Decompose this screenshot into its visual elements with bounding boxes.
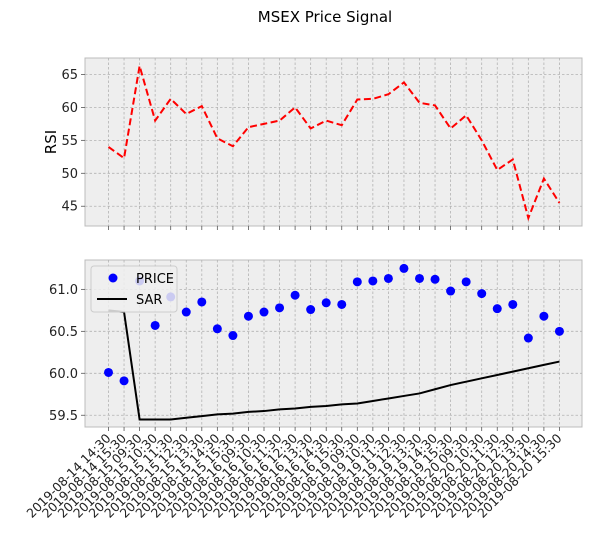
sar-series-line bbox=[108, 309, 560, 421]
price-point bbox=[228, 331, 238, 341]
price-point bbox=[399, 263, 409, 273]
legend-sar-label: SAR bbox=[136, 293, 162, 308]
price-point bbox=[368, 276, 378, 286]
price-point bbox=[104, 367, 113, 377]
rsi-x-gridlines bbox=[108, 58, 560, 226]
price-point bbox=[430, 274, 440, 284]
y-tick-label: 60.5 bbox=[49, 325, 78, 340]
price-point bbox=[321, 298, 331, 308]
price-point bbox=[461, 277, 471, 287]
price-point bbox=[119, 376, 129, 386]
price-point bbox=[352, 277, 362, 287]
price-point bbox=[492, 304, 502, 314]
legend-price-marker bbox=[108, 273, 118, 283]
price-point bbox=[290, 290, 300, 300]
price-point bbox=[212, 324, 222, 334]
y-tick-label: 55 bbox=[61, 134, 78, 149]
rsi-panel: 45 50 55 60 65 RSI bbox=[42, 57, 583, 230]
price-point bbox=[150, 320, 160, 330]
price-y-ticks: 59.5 60.0 60.5 61.0 bbox=[49, 283, 85, 424]
y-tick-label: 45 bbox=[61, 200, 78, 215]
price-point bbox=[508, 299, 518, 309]
price-point bbox=[181, 307, 191, 317]
price-point bbox=[446, 286, 456, 296]
y-tick-label: 60.0 bbox=[49, 367, 78, 382]
price-point bbox=[523, 333, 533, 343]
price-point bbox=[243, 311, 253, 321]
rsi-y-ticks: 45 50 55 60 65 bbox=[61, 68, 85, 215]
price-point bbox=[306, 305, 316, 315]
price-panel: 59.5 60.0 60.5 61.0 2019-08-14 14:302019-08… bbox=[23, 259, 583, 521]
price-point bbox=[275, 303, 285, 313]
price-point bbox=[383, 273, 393, 283]
price-point bbox=[554, 326, 564, 336]
price-series-points bbox=[104, 263, 564, 386]
price-point bbox=[197, 297, 207, 307]
y-tick-label: 50 bbox=[61, 167, 78, 182]
rsi-y-axis-label: RSI bbox=[42, 130, 60, 154]
legend: PRICE SAR bbox=[90, 265, 178, 313]
rsi-series-line bbox=[107, 65, 561, 222]
rsi-x-ticks bbox=[108, 226, 560, 230]
price-point bbox=[415, 273, 424, 283]
y-tick-label: 59.5 bbox=[49, 409, 78, 424]
y-tick-label: 61.0 bbox=[49, 283, 78, 298]
y-tick-label: 65 bbox=[61, 68, 78, 83]
rsi-y-gridlines bbox=[85, 74, 582, 207]
price-x-gridlines bbox=[108, 260, 560, 427]
price-point bbox=[539, 311, 549, 321]
price-point bbox=[259, 307, 269, 317]
rsi-plot-area bbox=[84, 57, 583, 227]
figure-title: MSEX Price Signal bbox=[258, 8, 392, 26]
legend-price-label: PRICE bbox=[136, 272, 174, 287]
y-tick-label: 60 bbox=[61, 101, 78, 116]
price-point bbox=[337, 299, 347, 309]
price-point bbox=[477, 289, 487, 299]
